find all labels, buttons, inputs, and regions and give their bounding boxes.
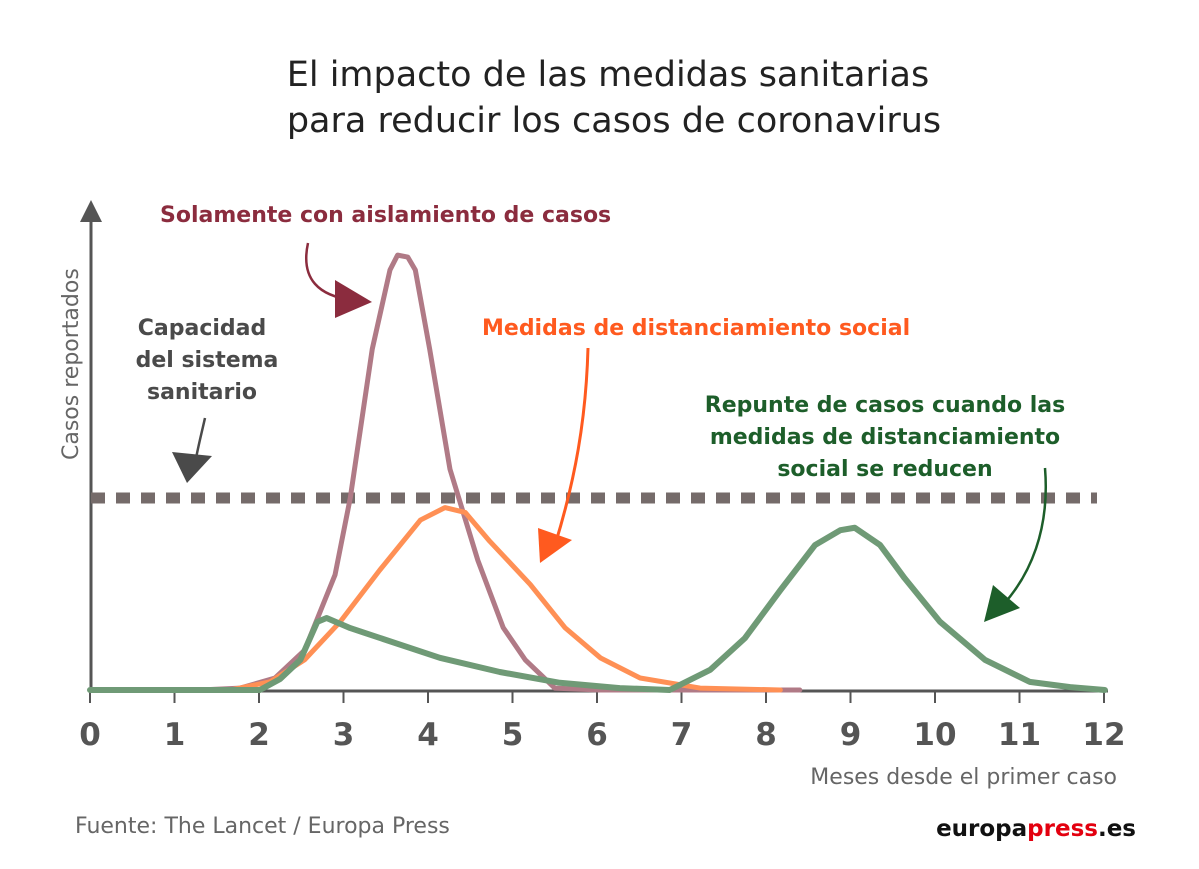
series-label-isolation: Solamente con aislamiento de casos bbox=[160, 203, 611, 228]
x-tick-label: 6 bbox=[586, 717, 608, 753]
series-line-rebound bbox=[87, 524, 1108, 693]
x-tick-label: 9 bbox=[840, 717, 862, 753]
svg-text:Repunte de casos cuando las: Repunte de casos cuando las bbox=[705, 393, 1065, 418]
x-tick-label: 5 bbox=[502, 717, 524, 753]
rebound-label: Repunte de casos cuando las medidas de d… bbox=[705, 393, 1065, 482]
svg-text:Capacidad: Capacidad bbox=[138, 316, 267, 341]
isolation-arrowhead-icon bbox=[335, 280, 372, 318]
x-tick-label: 8 bbox=[755, 717, 777, 753]
chart-title-line-1: El impacto de las medidas sanitarias bbox=[287, 55, 930, 95]
x-tick-label: 2 bbox=[248, 717, 270, 753]
x-tick-label: 1 bbox=[164, 717, 186, 753]
rebound-arrow bbox=[1002, 467, 1047, 606]
svg-text:medidas de distanciamiento: medidas de distanciamiento bbox=[710, 425, 1060, 450]
capacity-arrowhead-icon bbox=[172, 452, 212, 483]
x-axis-label: Meses desde el primer caso bbox=[810, 765, 1117, 790]
x-tick-label: 11 bbox=[998, 717, 1041, 753]
europapress-logo: europapress.es bbox=[936, 816, 1136, 842]
y-axis-arrow-icon bbox=[80, 200, 102, 222]
source-text: Fuente: The Lancet / Europa Press bbox=[75, 814, 450, 839]
svg-text:del sistema: del sistema bbox=[136, 348, 279, 373]
series-line-distancing bbox=[87, 505, 783, 693]
svg-text:social se reducen: social se reducen bbox=[777, 457, 992, 482]
x-tick-label: 3 bbox=[333, 717, 355, 753]
series-label-distancing: Medidas de distanciamiento social bbox=[482, 316, 910, 341]
x-tick-label: 4 bbox=[417, 717, 439, 753]
svg-text:sanitario: sanitario bbox=[147, 380, 257, 405]
x-tick-label: 10 bbox=[913, 717, 956, 753]
capacity-label: Capacidad del sistema sanitario bbox=[136, 316, 279, 405]
x-tick-label: 7 bbox=[671, 717, 693, 753]
y-axis-label: Casos reportados bbox=[59, 268, 84, 460]
distancing-arrow bbox=[553, 347, 590, 546]
rebound-arrowhead-icon bbox=[984, 585, 1020, 622]
x-tick-label: 0 bbox=[79, 717, 101, 753]
x-tick-label: 12 bbox=[1082, 717, 1125, 753]
distancing-arrowhead-icon bbox=[538, 528, 572, 563]
chart-title-line-2: para reducir los casos de coronavirus bbox=[287, 101, 941, 141]
